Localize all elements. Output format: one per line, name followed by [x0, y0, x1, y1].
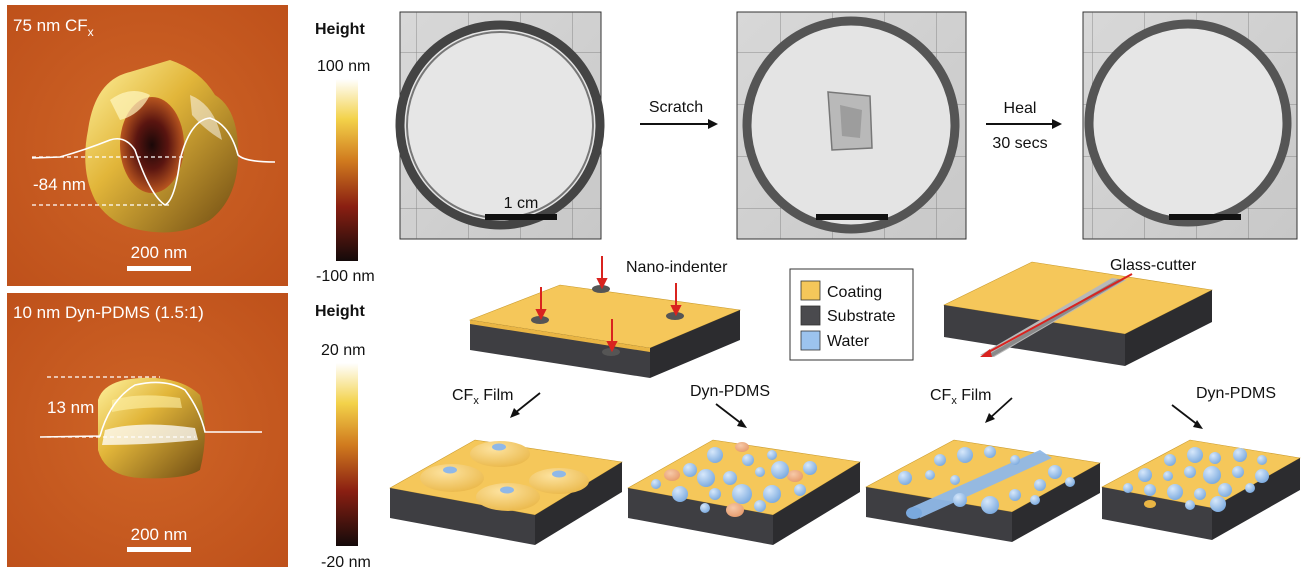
slab-dyn-pdms-cut: [1101, 439, 1301, 540]
colorbar-top-gradient: [336, 79, 358, 261]
photo-scratched: [736, 11, 967, 240]
legend-swatch-substrate: [800, 305, 821, 326]
photo-healed-scale-bar: [1169, 214, 1241, 220]
slab-cfx-cut-water: [865, 439, 1101, 542]
photo-scratched-scale-bar: [816, 214, 888, 220]
legend: Coating Substrate Water: [789, 268, 914, 361]
afm-bottom-title: 10 nm Dyn-PDMS (1.5:1): [13, 303, 204, 322]
colorbar-bottom-title: Height: [315, 303, 365, 320]
legend-swatch-coating: [800, 280, 821, 301]
afm-bottom-scale-bar: [127, 547, 191, 552]
colorbar-top-max: 100 nm: [317, 58, 370, 75]
photo-scale-label: 1 cm: [504, 195, 539, 212]
afm-top-scale-label: 200 nm: [131, 243, 188, 262]
photo-healed: [1082, 11, 1298, 240]
afm-bottom-scale-label: 200 nm: [131, 525, 188, 544]
slab-glass-cut: Glass-cutter: [943, 257, 1213, 366]
afm-image-top: 75 nm CFx -84 nm 200 nm: [7, 5, 288, 286]
afm-image-bottom: 10 nm Dyn-PDMS (1.5:1) 13 nm 200 nm: [7, 293, 288, 567]
slab-nano-indented: Nano-indenter: [468, 256, 742, 378]
colorbar-top: Height 100 nm -100 nm: [315, 21, 375, 285]
arrow-heal: Heal 30 secs: [986, 100, 1062, 152]
indenter-arrows: [535, 256, 682, 353]
dyn-pdms-label-left: Dyn-PDMS: [690, 383, 770, 400]
photo-original: 1 cm: [395, 11, 605, 240]
legend-label-water: Water: [827, 333, 870, 350]
legend-item-substrate: Substrate: [800, 305, 896, 326]
legend-item-water: Water: [800, 330, 870, 351]
slab-dyn-pdms-indents: [627, 439, 861, 545]
afm-bottom-height-label: 13 nm: [47, 398, 94, 417]
afm-profile-line-top: [31, 117, 276, 206]
dyn-pdms-label-right: Dyn-PDMS: [1196, 385, 1276, 402]
legend-swatch-water: [800, 330, 821, 351]
nano-indenter-label: Nano-indenter: [626, 259, 728, 276]
afm-top-title: 75 nm CFx: [13, 16, 94, 39]
colorbar-bottom-gradient: [336, 363, 358, 546]
colorbar-top-title: Height: [315, 21, 365, 38]
legend-item-coating: Coating: [800, 280, 882, 301]
cfx-film-label-right: CFx Film: [930, 387, 991, 407]
step-heal-time-label: 30 secs: [992, 135, 1047, 152]
glass-cutter-label: Glass-cutter: [1110, 257, 1197, 274]
branch-right: CFx Film Dyn-PDMS: [930, 385, 1276, 429]
colorbar-bottom-min: -20 nm: [321, 554, 371, 571]
legend-label-substrate: Substrate: [827, 308, 896, 325]
colorbar-top-min: -100 nm: [316, 268, 375, 285]
afm-top-depth-label: -84 nm: [33, 175, 86, 194]
branch-left: CFx Film Dyn-PDMS: [452, 383, 770, 428]
step-heal-label: Heal: [1004, 100, 1037, 117]
cfx-film-label-left: CFx Film: [452, 387, 513, 407]
arrow-scratch: Scratch: [640, 99, 718, 129]
glass-cutter-line: [984, 273, 1133, 355]
afm-top-scale-bar: [127, 266, 191, 271]
slab-cfx-healed-indents: [389, 439, 623, 545]
step-scratch-label: Scratch: [649, 99, 703, 116]
afm-profile-line-bottom: [39, 381, 262, 438]
colorbar-bottom: Height 20 nm -20 nm: [315, 303, 371, 571]
photo-scale-bar: [485, 214, 557, 220]
colorbar-bottom-max: 20 nm: [321, 342, 365, 359]
legend-label-coating: Coating: [827, 284, 882, 301]
